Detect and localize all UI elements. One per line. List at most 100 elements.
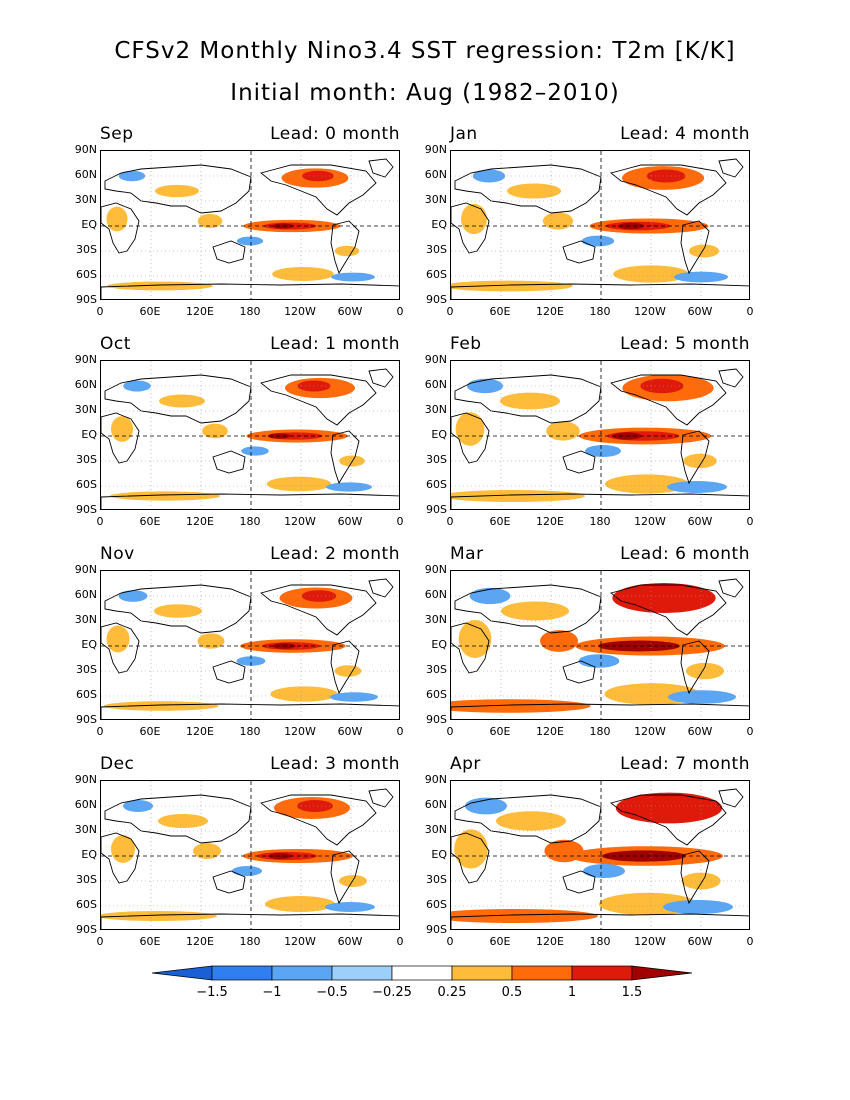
map-frame: [450, 570, 750, 720]
longitude-tick-label: 60W: [337, 725, 363, 738]
longitude-tick-label: 0: [446, 725, 454, 738]
colorbar-tick-label: −1.5: [196, 985, 228, 1000]
latitude-tick-label: 90N: [424, 143, 447, 156]
longitude-tick-label: 0: [446, 935, 454, 948]
longitude-tick-label: 0: [446, 305, 454, 318]
warm-anomaly: [685, 662, 725, 680]
latitude-tick-label: 90N: [74, 143, 97, 156]
panel-month-label: Nov: [100, 544, 135, 564]
longitude-tick-label: 0: [746, 935, 754, 948]
latitude-tick-label: 60S: [76, 268, 97, 281]
panel-month-label: Oct: [100, 334, 131, 354]
cool-anomaly: [326, 482, 372, 492]
coastline: [104, 374, 252, 424]
anomaly-map: [101, 571, 399, 719]
coastline: [610, 584, 727, 636]
cool-anomaly: [668, 690, 736, 704]
coastline: [451, 202, 490, 254]
latitude-tick-label: 90S: [76, 293, 97, 306]
coastline: [330, 220, 360, 275]
longitude-tick-label: 60W: [687, 935, 713, 948]
cool-anomaly: [236, 656, 266, 666]
coastline: [104, 164, 252, 214]
longitude-tick-label: 180: [239, 305, 261, 318]
coastline: [718, 578, 744, 598]
warm-anomaly: [618, 222, 644, 230]
longitude-tick-label: 120W: [634, 935, 666, 948]
coastline: [330, 640, 360, 695]
warm-anomaly: [454, 829, 488, 869]
latitude-tick-label: EQ: [431, 638, 447, 651]
latitude-tick-label: 60S: [426, 688, 447, 701]
cool-anomaly: [667, 481, 727, 493]
cool-anomaly: [585, 445, 621, 457]
coastline: [680, 640, 710, 695]
warm-anomaly: [500, 392, 560, 410]
anomaly-map: [101, 781, 399, 929]
cool-anomaly: [232, 866, 262, 876]
warm-anomaly: [539, 630, 579, 652]
longitude-tick-label: 0: [746, 515, 754, 528]
panel-month-label: Mar: [450, 544, 484, 564]
longitude-tick-label: 0: [746, 725, 754, 738]
longitude-tick-label: 60W: [687, 305, 713, 318]
map-frame: [100, 570, 400, 720]
latitude-tick-label: 30S: [426, 663, 447, 676]
warm-anomaly: [266, 476, 332, 492]
longitude-tick-label: 120E: [536, 515, 564, 528]
coastline: [562, 240, 596, 264]
longitude-tick-label: 60E: [489, 935, 511, 948]
longitude-tick-label: 0: [96, 515, 104, 528]
longitude-tick-label: 120W: [284, 935, 316, 948]
cool-anomaly: [674, 271, 728, 283]
map-frame: [100, 780, 400, 930]
coastline: [260, 584, 377, 636]
map-frame: [450, 780, 750, 930]
coastline: [368, 578, 394, 598]
cool-anomaly: [325, 902, 375, 912]
coastline: [101, 412, 140, 464]
warm-anomaly: [451, 280, 573, 292]
longitude-tick-label: 0: [446, 515, 454, 528]
longitude-tick-label: 180: [589, 305, 611, 318]
map-frame: [100, 360, 400, 510]
coastline: [212, 450, 246, 474]
coastline: [260, 374, 377, 426]
coastline: [368, 158, 394, 178]
coastline: [718, 368, 744, 388]
longitude-tick-label: 120W: [284, 515, 316, 528]
latitude-tick-label: 30N: [74, 193, 97, 206]
panel-lead-label: Lead: 0 month: [270, 124, 400, 144]
coastline: [451, 913, 749, 929]
colorbar-tick-label: −0.5: [316, 985, 348, 1000]
longitude-tick-label: 180: [239, 515, 261, 528]
coastline: [454, 584, 602, 634]
latitude-tick-label: 60S: [76, 898, 97, 911]
warm-anomaly: [544, 839, 584, 863]
warm-anomaly: [155, 184, 199, 198]
longitude-tick-label: 180: [589, 515, 611, 528]
latitude-tick-label: 30S: [426, 243, 447, 256]
latitude-tick-label: EQ: [81, 428, 97, 441]
longitude-tick-label: 120E: [186, 515, 214, 528]
coastline: [451, 283, 749, 299]
coastline: [680, 850, 710, 905]
latitude-tick-label: EQ: [431, 428, 447, 441]
warm-anomaly: [101, 911, 217, 921]
latitude-tick-label: 90S: [76, 713, 97, 726]
cool-anomaly: [469, 587, 511, 605]
longitude-tick-label: 60E: [139, 935, 161, 948]
latitude-tick-label: 30N: [74, 403, 97, 416]
latitude-tick-label: 60N: [424, 378, 447, 391]
map-frame: [450, 150, 750, 300]
warm-anomaly: [542, 212, 574, 230]
warm-anomaly: [605, 474, 689, 494]
warm-anomaly: [202, 423, 228, 439]
colorbar-right-arrow: [631, 965, 693, 981]
latitude-tick-label: 60S: [76, 478, 97, 491]
warm-anomaly: [613, 265, 689, 283]
latitude-tick-label: 30S: [76, 663, 97, 676]
colorbar-tick-label: 1.5: [621, 985, 643, 1000]
cool-anomaly: [467, 378, 503, 394]
latitude-tick-label: EQ: [431, 218, 447, 231]
